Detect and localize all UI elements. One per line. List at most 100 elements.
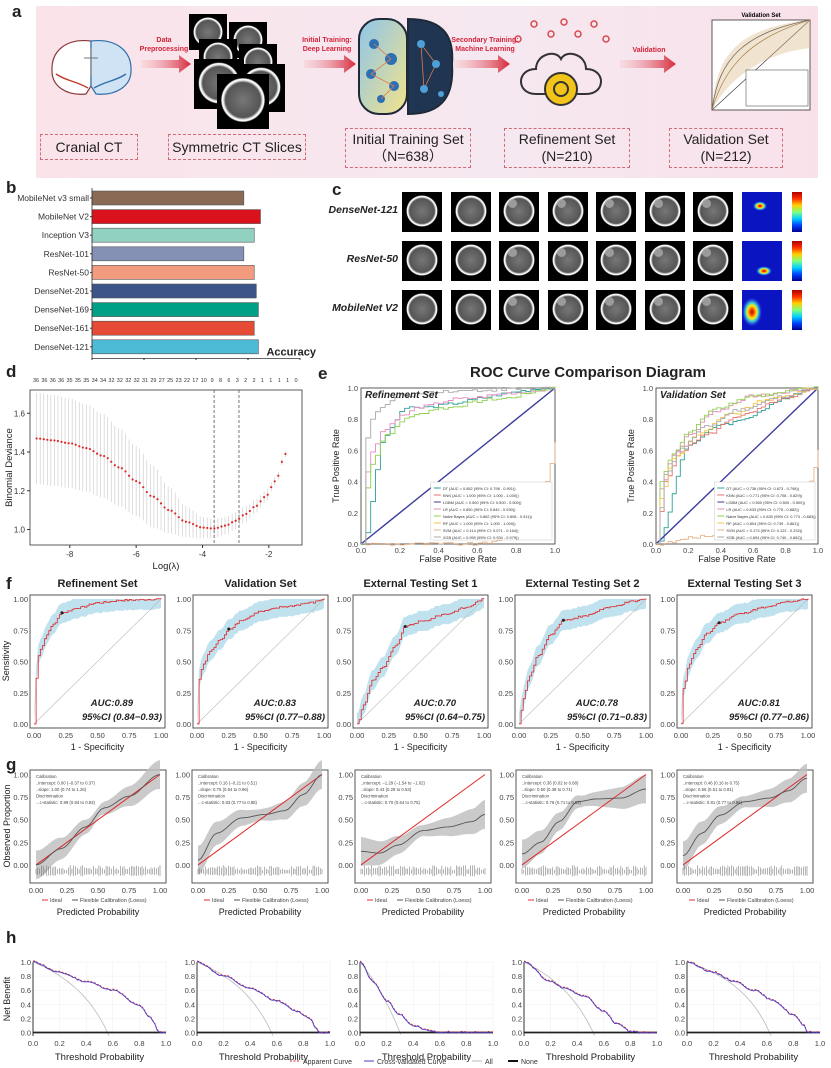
x-tick-label: 0.25 — [707, 886, 722, 895]
calibration-stat: ..intercept: 0.46 (0.16 to 0.75) — [683, 781, 740, 786]
treat-all-line — [686, 961, 772, 1037]
y-tick-label: 0.00 — [13, 861, 28, 870]
roc-curve — [357, 598, 485, 725]
x-tick-label: 0.4 — [81, 1039, 91, 1048]
ct-slice-image — [499, 241, 539, 281]
y-tick-label: 0.00 — [175, 861, 190, 870]
x-tick-label: 0.0 — [355, 1039, 365, 1048]
x-tick-label: 0.75 — [284, 886, 299, 895]
x-tick-label: 0.75 — [447, 886, 462, 895]
deviance-point — [74, 443, 77, 446]
top-tick-label: 32 — [134, 378, 140, 384]
top-tick-label: 36 — [58, 378, 64, 384]
lasso-deviance-chart: -8 -6 -4 -21.01.21.41.636 36 36 36 35 35 35 34 34 32… — [4, 378, 303, 572]
x-tick-label: 1.00 — [800, 886, 815, 895]
distribution-rug — [682, 865, 808, 877]
ct-slice-stack — [189, 14, 289, 129]
y-tick-label: 0.2 — [348, 1014, 358, 1023]
heatmap-colorbar — [792, 192, 802, 232]
decision-curve-charts: 0.0 0.2 0.4 0.6 0.8 1.0 0.0 0.2 0.4 0.6 0.8 1.0 Thre… — [2, 958, 825, 1066]
x-tick-label: 1.0 — [488, 1039, 498, 1048]
roc-line-xgb — [361, 387, 556, 545]
y-tick-label: 1.0 — [348, 958, 358, 967]
panel-letter-f: f — [6, 574, 12, 593]
ct-slice-image — [499, 290, 539, 330]
x-tick-label: 0.8 — [461, 1039, 471, 1048]
arrow-3-icon — [454, 55, 510, 73]
top-tick-label: 36 — [50, 378, 56, 384]
ct-slice-image — [693, 241, 733, 281]
deviance-point — [106, 457, 109, 460]
deviance-point — [149, 494, 152, 497]
deviance-point — [103, 454, 106, 458]
arrow-3-label: Secondary Training: Machine Learning — [451, 37, 519, 53]
deviance-point — [277, 474, 280, 477]
top-tick-label: 9 — [211, 378, 214, 384]
y-tick-label: 0.25 — [499, 838, 514, 847]
top-tick-label: 36 — [33, 378, 39, 384]
y-tick-label: 0.50 — [338, 816, 353, 825]
x-tick-label: 1.00 — [801, 731, 816, 740]
apparent-curve — [523, 960, 658, 1033]
x-tick-label: 1.00 — [478, 886, 493, 895]
roc-line-xgb — [656, 387, 819, 544]
deviance-point — [170, 509, 173, 512]
top-tick-label: 29 — [150, 378, 156, 384]
y-tick-label: 1.0 — [21, 958, 31, 967]
x-tick-label: 0.00 — [674, 731, 689, 740]
deviance-point — [46, 438, 49, 441]
roc-line-lgbm — [360, 387, 556, 545]
deviance-point — [206, 526, 209, 530]
deviance-point — [138, 481, 141, 484]
ct-slice-image — [547, 290, 588, 330]
roc-line-lgbm — [655, 387, 819, 545]
x-tick-label: 1.00 — [153, 886, 168, 895]
calibration-stat: ...c-statistic: 0.76 (0.71 to 0.83) — [522, 800, 582, 805]
x-tick-label: 0.75 — [607, 731, 622, 740]
y-tick-label: 0.50 — [175, 816, 190, 825]
y-tick-label: 0.0 — [643, 540, 653, 549]
y-tick-label: 0.50 — [13, 816, 28, 825]
bar-mobilenet-v2 — [91, 209, 261, 224]
x-tick-label: -6 — [133, 550, 141, 559]
subplot-title: Validation Set — [224, 578, 296, 590]
legend-entry: Naive Bayes (AUC = 0.830 (95% CI: 0.773 … — [726, 514, 816, 519]
cross-validated-curve — [359, 961, 494, 1034]
y-tick-label: 1.00 — [660, 771, 675, 780]
y-tick-label: 0.75 — [660, 626, 675, 635]
auc-label: AUC:0.78 — [575, 698, 619, 709]
ct-slice-image — [644, 192, 685, 232]
legend-ideal: Ideal — [212, 898, 224, 904]
category-label: ResNet-50 — [48, 267, 89, 277]
cutoff-point — [403, 625, 407, 628]
model-row-label: ResNet-50 — [346, 253, 398, 265]
distribution-rug — [521, 865, 647, 877]
legend-entry: Apparent Curve — [303, 1059, 352, 1066]
y-tick-label: 0.00 — [336, 720, 351, 729]
deviance-point — [174, 512, 177, 515]
x-tick-label: 1.0 — [161, 1039, 171, 1048]
calibration-stat: Calibration — [522, 774, 543, 779]
gradcam-heatmap — [742, 290, 782, 330]
roc-curve — [34, 598, 162, 725]
x-tick-label: 0.6 — [472, 546, 482, 555]
calibration-charts: Calibration ..intercept: 0.00 (−0.37 to 0… — [2, 760, 815, 917]
deviance-point — [124, 470, 127, 473]
x-tick-label: 0.00 — [350, 731, 365, 740]
loess-curve — [682, 777, 808, 857]
legend-ideal: Ideal — [536, 898, 548, 904]
y-axis-title: Binomial Deviance — [4, 428, 15, 507]
x-tick-label: -8 — [66, 550, 74, 559]
legend-entry: Cross-validated Curve — [377, 1059, 446, 1066]
workflow-panel: Validation Set Data Preprocessing Initial… — [36, 6, 818, 178]
top-tick-label: 34 — [92, 378, 98, 384]
x-axis-title: 1 - Specificity — [394, 742, 448, 752]
deviance-point — [191, 522, 195, 526]
ct-slice-image — [596, 192, 636, 232]
ci-label: 95%CI (0.77−0.88) — [245, 712, 325, 723]
x-tick-label: 0.0 — [651, 546, 661, 555]
reference-diagonal — [356, 598, 485, 725]
y-tick-label: 0.8 — [185, 972, 195, 981]
deviance-point — [184, 520, 188, 523]
calibration-stat: ..intercept: 0.36 (0.02 to 0.68) — [522, 781, 579, 786]
